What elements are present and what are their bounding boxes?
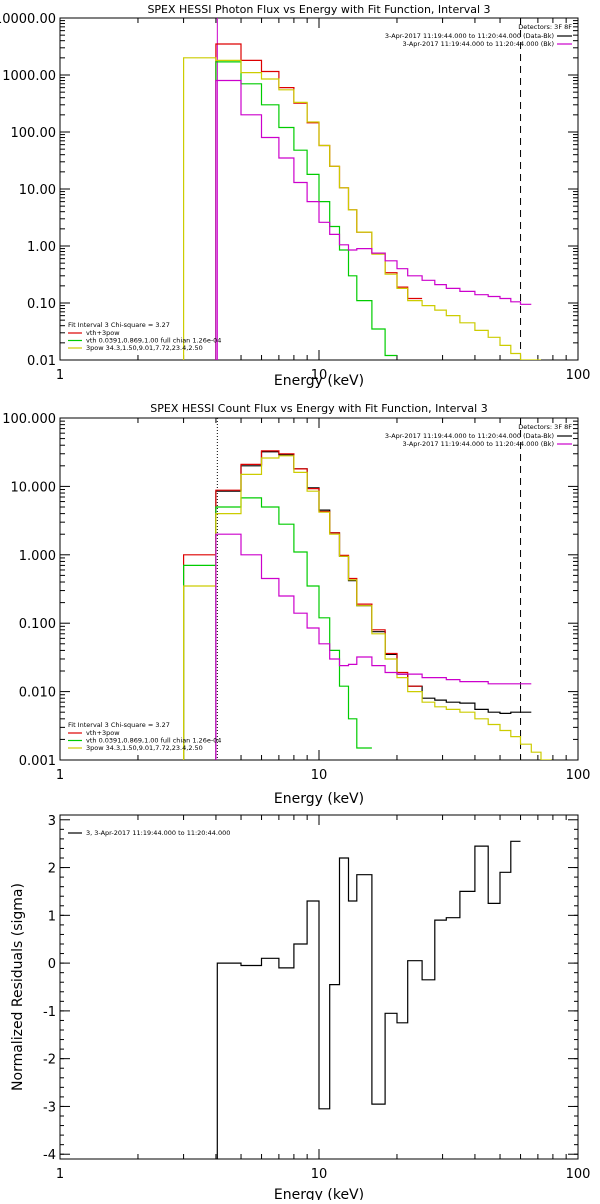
y-tick-label: 2 — [48, 862, 56, 877]
legend-item-label: vth 0.0391,0.869,1.00 full chian 1.26e-0… — [86, 737, 221, 745]
y-tick-label: 3 — [48, 814, 56, 829]
y-tick-label: 1.000 — [19, 549, 56, 564]
series-data-bk — [215, 451, 532, 760]
legend-item-label: 3-Apr-2017 11:19:44.000 to 11:20:44.000 … — [403, 440, 554, 448]
y-tick-label: 0.100 — [19, 617, 56, 632]
series-vth-3pow — [183, 450, 423, 760]
data-layer — [216, 840, 521, 1159]
y-tick-label: 0.10 — [27, 297, 56, 312]
x-tick-label: 1 — [56, 368, 64, 383]
x-axis-label: Energy (keV) — [274, 1187, 364, 1200]
x-tick-label: 1 — [56, 1167, 64, 1182]
x-tick-label: 10 — [311, 768, 328, 783]
y-tick-label: 1.00 — [27, 240, 56, 255]
legend-item-label: 3, 3-Apr-2017 11:19:44.000 to 11:20:44.0… — [86, 829, 230, 837]
y-tick-label: 10000.00 — [0, 12, 56, 27]
y-tick-label: 1000.00 — [2, 69, 56, 84]
y-tick-label: -3 — [43, 1100, 56, 1115]
x-tick-label: 1 — [56, 768, 64, 783]
chart-panel-3: 1 10 100 -4 -3 -2 -1 0 1 2 3 Energy (keV) Normalized… — [10, 814, 591, 1203]
y-tick-label: 100.00 — [11, 126, 57, 141]
y-axis-label: Normalized Residuals (sigma) — [10, 883, 26, 1091]
y-tick-label: 10.000 — [11, 480, 57, 495]
legend-item-label: vth 0.0391,0.869,1.00 full chian 1.26e-0… — [86, 337, 221, 345]
x-tick-label: 100 — [566, 368, 591, 383]
y-tick-label: 0.001 — [19, 754, 56, 769]
series-bk — [215, 533, 532, 760]
legend-header: Fit Interval 3 Chi-square = 3.27 — [68, 321, 170, 329]
data-layer — [183, 418, 552, 760]
y-tick-label: -4 — [43, 1148, 56, 1163]
legend-header: Detectors: 3F 8F — [518, 23, 572, 31]
legend-item-label: 3pow 34.3,1.50,9.01,7.72,23.4,2.50 — [86, 344, 203, 352]
series-3pow — [183, 455, 552, 760]
chart-title: SPEX HESSI Count Flux vs Energy with Fit… — [150, 402, 487, 415]
x-axis-label: Energy (keV) — [274, 791, 364, 807]
legend-item-label: 3-Apr-2017 11:19:44.000 to 11:20:44.000 … — [403, 40, 554, 48]
y-tick-label: 100.000 — [2, 412, 56, 427]
series-vth — [183, 497, 372, 760]
legend-item-label: vth+3pow — [86, 329, 120, 337]
y-tick-label: 1 — [48, 909, 56, 924]
series-bk — [215, 79, 532, 360]
series-3-3-apr-2017-11-19-44-000-to-11-20-44-000 — [216, 840, 521, 1159]
y-tick-label: -2 — [43, 1053, 56, 1068]
x-tick-label: 100 — [566, 1167, 591, 1182]
y-tick-label: -1 — [43, 1005, 56, 1020]
legend-item-label: 3-Apr-2017 11:19:44.000 to 11:20:44.000 … — [385, 32, 554, 40]
x-tick-label: 10 — [311, 1167, 328, 1182]
legend-header: Detectors: 3F 8F — [518, 423, 572, 431]
x-tick-label: 100 — [566, 768, 591, 783]
chart-title: SPEX HESSI Photon Flux vs Energy with Fi… — [147, 3, 490, 16]
y-tick-label: 10.00 — [19, 183, 56, 198]
legend-item-label: 3pow 34.3,1.50,9.01,7.72,23.4,2.50 — [86, 744, 203, 752]
y-tick-label: 0 — [48, 957, 56, 972]
series-3pow — [183, 57, 541, 360]
legend-item-label: vth+3pow — [86, 729, 120, 737]
chart-panel-2: SPEX HESSI Count Flux vs Energy with Fit… — [2, 402, 590, 807]
y-tick-label: 0.010 — [19, 686, 56, 701]
y-tick-label: 0.01 — [27, 354, 56, 369]
data-layer — [183, 18, 541, 360]
x-tick-label: 10 — [311, 368, 328, 383]
legend-header: Fit Interval 3 Chi-square = 3.27 — [68, 721, 170, 729]
series-vth — [215, 61, 397, 360]
legend-item-label: 3-Apr-2017 11:19:44.000 to 11:20:44.000 … — [385, 432, 554, 440]
chart-panel-1: SPEX HESSI Photon Flux vs Energy with Fi… — [0, 3, 590, 389]
x-axis-label: Energy (keV) — [274, 373, 364, 389]
